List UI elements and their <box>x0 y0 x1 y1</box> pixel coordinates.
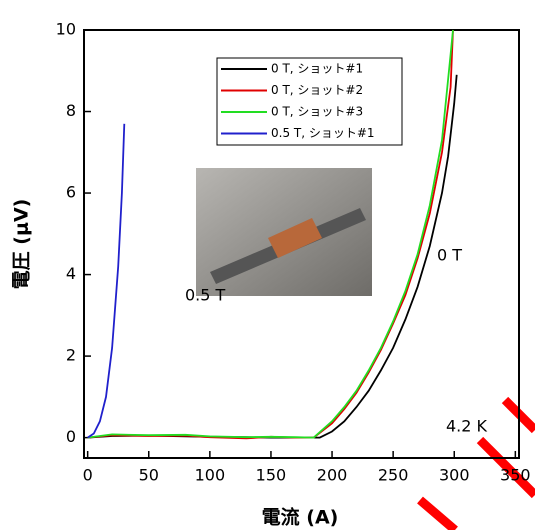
legend-label: 0 T, ショット#2 <box>271 83 363 97</box>
x-tick-label: 300 <box>439 466 470 485</box>
legend-label: 0.5 T, ショット#1 <box>271 126 375 140</box>
annotation: 0 T <box>437 246 462 265</box>
series-line <box>87 123 126 439</box>
legend-label: 0 T, ショット#3 <box>271 105 363 119</box>
y-tick-label: 0 <box>66 427 76 446</box>
x-tick-label: 200 <box>317 466 348 485</box>
annotation: 0.5 T <box>185 286 226 305</box>
x-axis-label: 電流 (A) <box>262 506 339 529</box>
y-tick-label: 10 <box>56 20 76 39</box>
y-tick-label: 8 <box>66 101 76 120</box>
plot-frame <box>83 29 520 459</box>
y-tick-label: 6 <box>66 183 76 202</box>
photo-inset <box>196 168 372 296</box>
y-tick-label: 4 <box>66 264 76 283</box>
x-tick-label: 50 <box>139 466 159 485</box>
x-tick-label: 0 <box>83 466 93 485</box>
x-tick-label: 350 <box>500 466 531 485</box>
series-line <box>87 29 454 439</box>
x-tick-label: 150 <box>256 466 287 485</box>
annotation: 4.2 K <box>446 417 488 436</box>
x-tick-label: 250 <box>378 466 409 485</box>
legend-label: 0 T, ショット#1 <box>271 62 363 76</box>
x-tick-label: 100 <box>195 466 226 485</box>
y-axis-label: 電圧 (μV) <box>11 199 33 290</box>
legend-box <box>216 57 403 146</box>
y-tick-label: 2 <box>66 346 76 365</box>
